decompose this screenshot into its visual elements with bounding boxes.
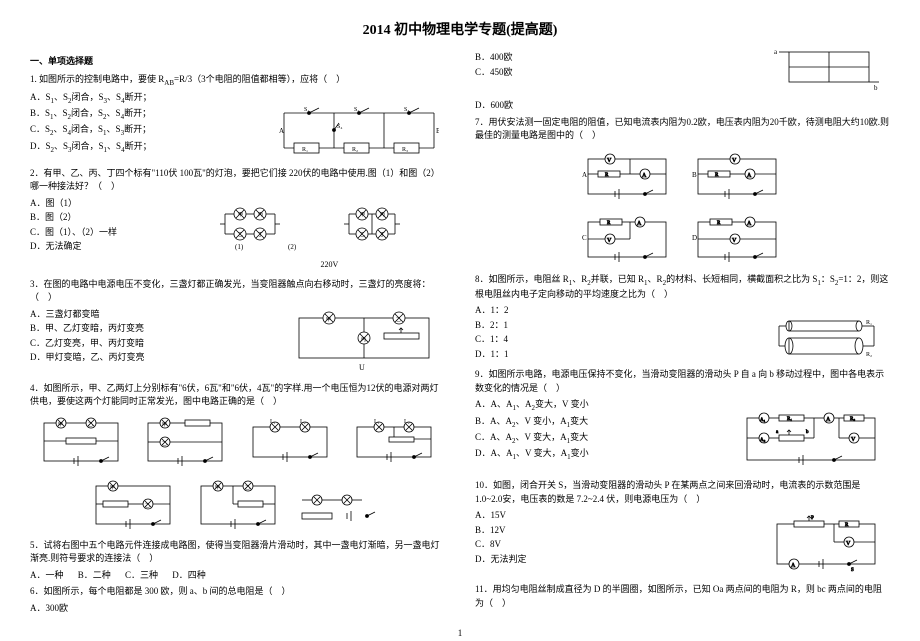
q10-figure: P R V A S bbox=[763, 512, 890, 576]
q5-opt-b: B．二种 bbox=[78, 569, 111, 583]
q7-figures-2: R A V C R A V D bbox=[475, 210, 890, 269]
question-8: 8．如图所示，电阻丝 R1、R2并联，已知 R1、R2的材料、长短相同，横截面积… bbox=[475, 273, 890, 302]
question-9: 9．如图所示电路，电源电压保持不变化，当滑动变阻器的滑动头 P 自 a 向 b … bbox=[475, 368, 890, 395]
svg-text:B: B bbox=[436, 127, 439, 135]
q5-opt-a: A．一种 bbox=[30, 569, 64, 583]
svg-text:B: B bbox=[692, 171, 697, 179]
svg-text:甲: 甲 bbox=[110, 485, 115, 491]
q2-figure: 甲 丙 乙 丁 (1) (2) 甲 丙 乙 丁 220V bbox=[214, 200, 445, 271]
svg-text:C: C bbox=[582, 234, 587, 242]
question-10: 10．如图，闭合开关 S，当滑动变阻器的滑动头 P 在某两点之间来回滑动时，电流… bbox=[475, 479, 890, 506]
q4-figures-row2: 甲乙 甲乙 bbox=[30, 476, 445, 535]
svg-text:L₂: L₂ bbox=[300, 419, 306, 425]
svg-text:甲: 甲 bbox=[326, 317, 331, 323]
svg-text:A₂: A₂ bbox=[760, 438, 766, 443]
svg-text:A: A bbox=[642, 173, 647, 179]
svg-text:S₂: S₂ bbox=[354, 107, 359, 113]
svg-text:S₄: S₄ bbox=[337, 124, 342, 130]
svg-text:R₀: R₀ bbox=[850, 417, 855, 422]
svg-text:R₁: R₁ bbox=[302, 147, 308, 153]
svg-text:A: A bbox=[826, 417, 831, 423]
svg-text:丁: 丁 bbox=[258, 232, 263, 238]
svg-text:b: b bbox=[874, 84, 878, 92]
svg-text:R₁: R₁ bbox=[866, 320, 872, 326]
svg-text:丙: 丙 bbox=[258, 212, 263, 218]
svg-text:乙: 乙 bbox=[88, 421, 93, 428]
svg-text:甲: 甲 bbox=[162, 422, 167, 428]
svg-text:乙: 乙 bbox=[145, 502, 150, 509]
svg-text:L₁: L₁ bbox=[270, 419, 276, 425]
q1-stem: 1. 如图所示的控制电路中，要使 RAB=R/3（3个电阻的阻值都相等），应将（… bbox=[30, 74, 345, 84]
svg-text:P: P bbox=[811, 516, 814, 521]
question-11: 11．用均匀电阻丝制成直径为 D 的半圆圈，如图所示，已知 Oa 两点间的电阻为… bbox=[475, 583, 890, 610]
svg-text:丙: 丙 bbox=[380, 212, 385, 218]
page-number: 1 bbox=[30, 627, 890, 641]
q9-figure: A₁ R₁ A₂ a b A R₀ V bbox=[733, 408, 890, 472]
q4-figures: 甲乙 甲乙 L₁L₂ bbox=[30, 413, 445, 472]
svg-text:A: A bbox=[637, 221, 642, 227]
svg-text:A: A bbox=[747, 221, 752, 227]
svg-text:L₂: L₂ bbox=[404, 419, 410, 425]
question-5: 5．试将右图中五个电路元件连接成电路图，使得当变阻器滑片滑动时，其中一盏电灯渐暗… bbox=[30, 539, 445, 566]
question-4: 4．如图所示，甲、乙两灯上分别标有"6伏，6瓦"和"6伏，4瓦"的字样.用一个电… bbox=[30, 382, 445, 409]
q1-figure: A B R₁ R₂ R₃ S₁ S₂ S₃ S₄ bbox=[273, 101, 445, 160]
question-6: 6．如图所示，每个电阻都是 300 欧，则 a、b 间的总电阻是（ ） bbox=[30, 585, 445, 599]
svg-text:D: D bbox=[692, 234, 697, 242]
svg-text:b: b bbox=[806, 430, 809, 435]
svg-text:甲: 甲 bbox=[360, 212, 365, 218]
svg-text:乙: 乙 bbox=[238, 231, 243, 238]
svg-text:乙: 乙 bbox=[245, 484, 250, 491]
svg-text:V: V bbox=[846, 541, 851, 547]
svg-text:A: A bbox=[791, 563, 796, 569]
question-3: 3．在图的电路中电源电压不变化，三盏灯都正确发光，当变阻器触点向右移动时，三盏灯… bbox=[30, 278, 445, 305]
svg-text:R₂: R₂ bbox=[866, 352, 872, 358]
svg-text:R₃: R₃ bbox=[402, 147, 408, 153]
q5-opt-d: D．四种 bbox=[172, 569, 206, 583]
q2-220v-label: 220V bbox=[214, 259, 445, 271]
svg-text:乙: 乙 bbox=[396, 316, 401, 323]
svg-text:甲: 甲 bbox=[58, 422, 63, 428]
question-2: 2．有甲、乙、丙、丁四个标有"110伏 100瓦"的灯泡，要把它们接 220伏的… bbox=[30, 167, 445, 194]
svg-text:L₁: L₁ bbox=[374, 419, 380, 425]
svg-text:a: a bbox=[774, 48, 778, 56]
question-1: 1. 如图所示的控制电路中，要使 RAB=R/3（3个电阻的阻值都相等），应将（… bbox=[30, 73, 445, 88]
svg-text:丙: 丙 bbox=[361, 337, 366, 343]
svg-text:A₁: A₁ bbox=[760, 418, 766, 423]
q3-U-label: U bbox=[359, 363, 365, 372]
svg-text:A: A bbox=[747, 173, 752, 179]
svg-text:甲: 甲 bbox=[215, 485, 220, 491]
q7-figures: V R A A V R A B bbox=[475, 147, 890, 206]
svg-text:(1): (1) bbox=[235, 243, 244, 251]
q6-figure: ab bbox=[768, 40, 890, 94]
svg-text:A: A bbox=[279, 127, 284, 135]
svg-text:V: V bbox=[732, 158, 737, 164]
svg-text:乙: 乙 bbox=[162, 440, 167, 447]
section-header: 一、单项选择题 bbox=[30, 55, 445, 69]
svg-text:A: A bbox=[582, 171, 587, 179]
svg-text:S₁: S₁ bbox=[304, 107, 309, 113]
question-7: 7．用伏安法测一固定电阻的阻值，已知电流表内阻为0.2欧，电压表内阻为20千欧，… bbox=[475, 116, 890, 143]
page-title: 2014 初中物理电学专题(提高题) bbox=[30, 20, 890, 41]
q6-opt-d: D．600欧 bbox=[475, 99, 890, 113]
q5-opt-c: C．三种 bbox=[125, 569, 158, 583]
svg-text:V: V bbox=[851, 437, 856, 443]
svg-text:乙: 乙 bbox=[360, 231, 365, 238]
q3-figure: 甲 乙 丙 U bbox=[283, 306, 445, 375]
svg-text:V: V bbox=[607, 158, 612, 164]
svg-text:S: S bbox=[851, 568, 854, 573]
svg-text:甲: 甲 bbox=[238, 212, 243, 218]
svg-text:(2): (2) bbox=[288, 243, 297, 251]
q6-opt-a: A．300欧 bbox=[30, 602, 445, 616]
svg-text:丁: 丁 bbox=[380, 232, 385, 238]
svg-text:a: a bbox=[776, 430, 779, 435]
svg-text:R₁: R₁ bbox=[787, 417, 792, 422]
svg-text:V: V bbox=[607, 238, 612, 244]
svg-text:R₂: R₂ bbox=[352, 147, 358, 153]
svg-text:S₃: S₃ bbox=[404, 107, 409, 113]
svg-text:V: V bbox=[732, 238, 737, 244]
q8-figure: R₁ R₂ bbox=[768, 312, 890, 361]
